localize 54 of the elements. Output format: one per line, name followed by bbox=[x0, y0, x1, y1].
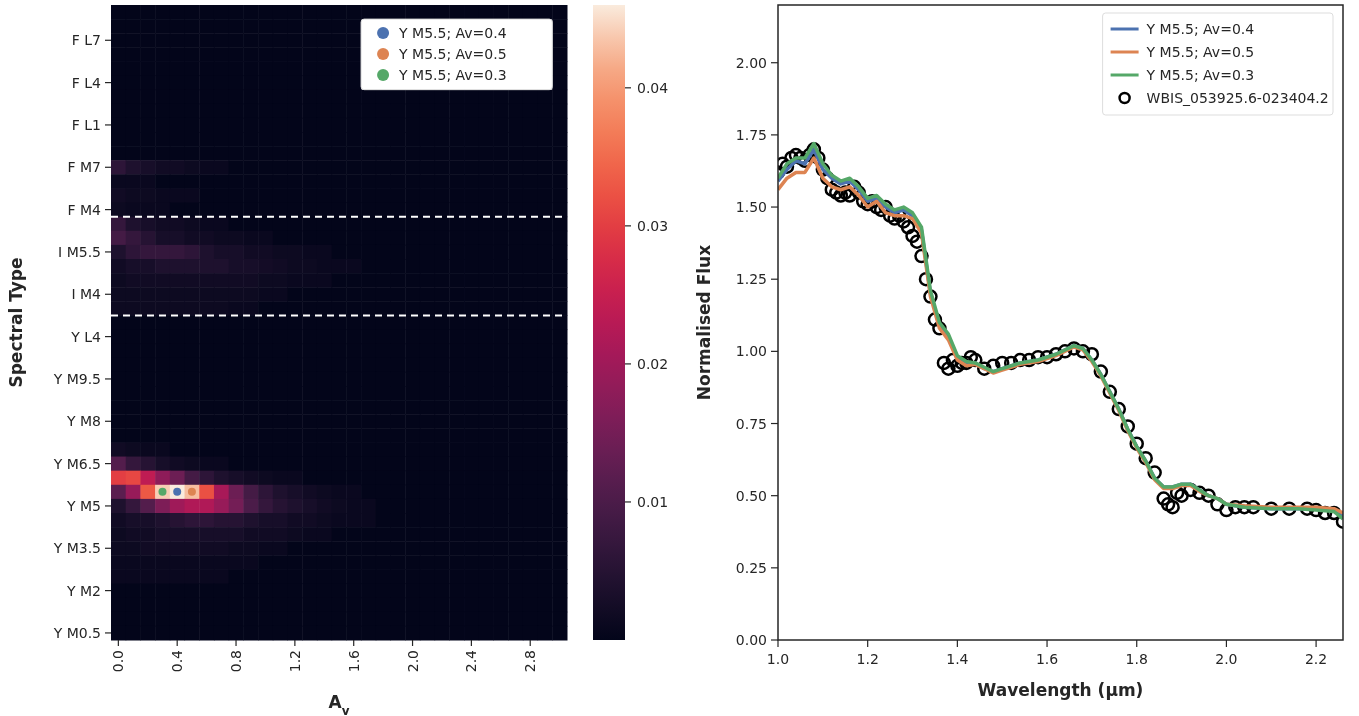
color-bar-label: 0.03 bbox=[637, 217, 669, 234]
x-tick-label: 2.0 bbox=[1215, 651, 1238, 667]
y-tick-label: Y M0.5 bbox=[52, 624, 101, 641]
y-tick-label: Y M8 bbox=[66, 413, 101, 430]
y-tick-label: 0.75 bbox=[735, 415, 767, 432]
y-tick-label: F L7 bbox=[71, 32, 101, 49]
y-tick-label: F M4 bbox=[67, 201, 102, 218]
x-tick-label: 1.8 bbox=[1125, 651, 1148, 667]
y-axis-title: Spectral Type bbox=[6, 257, 26, 388]
y-tick-label: 0.25 bbox=[735, 559, 767, 576]
y-tick-label: 0.50 bbox=[735, 487, 767, 504]
y-tick-label: 1.00 bbox=[735, 343, 767, 360]
y-tick-label: Y M9.5 bbox=[52, 370, 101, 387]
y-tick-label: I M4 bbox=[71, 286, 102, 303]
color-bar-label: 0.04 bbox=[637, 79, 669, 96]
y-tick-label: F M7 bbox=[67, 159, 101, 176]
y-tick-label: Y M2 bbox=[66, 582, 101, 599]
y-tick-label: 0.00 bbox=[735, 632, 767, 648]
legend-label: Y M5.5; Av=0.3 bbox=[1145, 67, 1255, 83]
y-tick-label: 1.75 bbox=[735, 126, 767, 143]
legend-label: Y M5.5; Av=0.4 bbox=[1145, 21, 1255, 37]
x-tick-label: 2.2 bbox=[1304, 651, 1328, 667]
x-tick-label: 2.4 bbox=[463, 649, 480, 673]
x-tick-label: 0.4 bbox=[169, 649, 186, 673]
legend-label: Y M5.5; Av=0.3 bbox=[398, 67, 507, 84]
legend-label: Y M5.5; Av=0.5 bbox=[1145, 44, 1255, 60]
y-axis-title: Normalised Flux bbox=[694, 244, 714, 401]
color-bar-label: 0.01 bbox=[637, 493, 669, 510]
y-tick-label: Y M3.5 bbox=[52, 540, 101, 557]
x-tick-label: 2.8 bbox=[522, 650, 539, 673]
x-tick-label: 0.8 bbox=[228, 650, 245, 673]
y-tick-label: 1.50 bbox=[735, 199, 767, 216]
x-tick-label: 0.0 bbox=[110, 650, 127, 673]
legend-label: Y M5.5; Av=0.4 bbox=[398, 25, 507, 42]
y-tick-label: F L1 bbox=[71, 116, 101, 133]
legend-label: WBIS_053925.6-023404.2 bbox=[1146, 90, 1329, 106]
y-tick-label: Y M6.5 bbox=[52, 455, 101, 472]
y-tick-label: Y M5 bbox=[66, 497, 101, 514]
x-tick-label: 2.0 bbox=[404, 650, 421, 673]
color-bar-label: 0.02 bbox=[637, 355, 669, 372]
legend-label: Y M5.5; Av=0.5 bbox=[398, 46, 507, 63]
y-tick-label: I M5.5 bbox=[58, 243, 101, 260]
y-tick-label: 1.25 bbox=[735, 271, 767, 288]
x-tick-label: 1.0 bbox=[766, 651, 790, 667]
y-tick-label: 2.00 bbox=[735, 54, 767, 71]
x-tick-label: 1.4 bbox=[946, 651, 969, 667]
y-tick-label: Y L4 bbox=[70, 328, 102, 345]
x-axis-title: A$_{v}$ bbox=[328, 692, 350, 716]
x-axis-title: Wavelength (µm) bbox=[977, 680, 1144, 700]
x-tick-label: 1.6 bbox=[345, 649, 362, 673]
x-tick-label: 1.2 bbox=[856, 651, 879, 667]
x-tick-label: 1.2 bbox=[286, 650, 303, 673]
x-tick-label: 1.6 bbox=[1035, 651, 1059, 667]
y-tick-label: F L4 bbox=[71, 74, 102, 91]
